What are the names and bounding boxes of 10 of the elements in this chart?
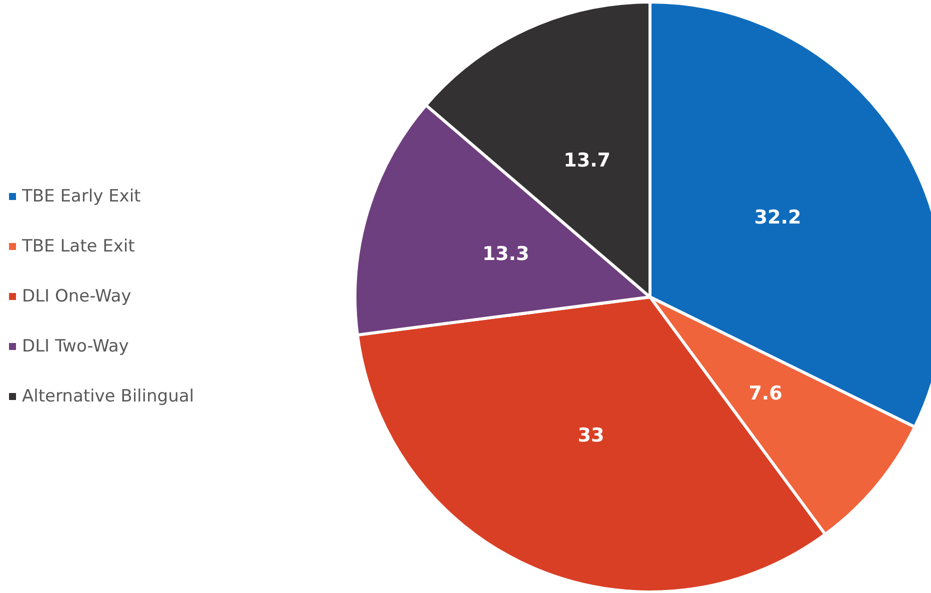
- legend-label: DLI One-Way: [22, 286, 132, 306]
- data-label: 33: [578, 424, 604, 446]
- legend-label: TBE Late Exit: [21, 236, 136, 256]
- data-label: 13.3: [482, 243, 530, 266]
- data-label: 32.2: [754, 206, 802, 228]
- data-label: 7.6: [748, 382, 782, 404]
- legend-label: DLI Two-Way: [22, 336, 129, 356]
- data-label: 13.7: [564, 149, 611, 172]
- legend-label: Alternative Bilingual: [22, 386, 194, 406]
- legend-label: TBE Early Exit: [21, 186, 142, 206]
